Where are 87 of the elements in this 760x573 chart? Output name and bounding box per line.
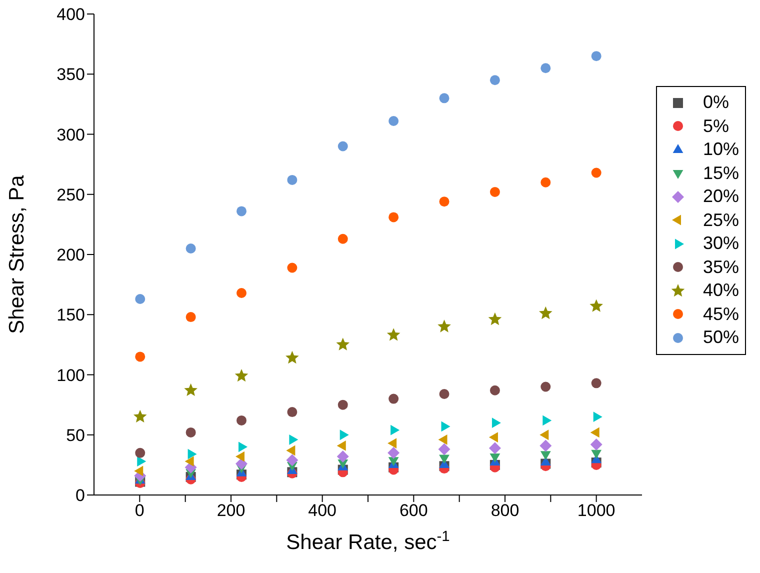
legend-label: 15% — [702, 162, 739, 184]
legend-label: 10% — [702, 139, 739, 160]
point — [438, 443, 450, 456]
point — [340, 430, 349, 440]
point — [439, 388, 450, 399]
point — [540, 456, 551, 466]
point — [236, 451, 245, 462]
legend-label: 50% — [702, 327, 739, 348]
point — [135, 294, 146, 304]
point — [286, 350, 299, 364]
point — [540, 177, 551, 188]
point — [591, 378, 602, 388]
y-tick-label: 300 — [56, 125, 85, 144]
point — [186, 312, 196, 322]
point — [540, 430, 549, 440]
point — [286, 454, 298, 466]
point — [488, 442, 501, 454]
point — [388, 438, 397, 448]
y-tick-label: 350 — [56, 65, 85, 84]
x-axis-title: Shear Rate, sec$^{-1}$ — [286, 529, 450, 554]
point — [338, 234, 348, 244]
point — [441, 421, 450, 432]
y-tick-label: 100 — [56, 366, 85, 385]
legend-label: 25% — [702, 210, 739, 231]
point — [540, 382, 551, 392]
point — [236, 288, 247, 298]
point — [591, 450, 602, 459]
legend-label: 30% — [702, 233, 739, 254]
point — [488, 312, 502, 326]
legend-label: 45% — [702, 304, 739, 325]
point — [236, 206, 247, 216]
y-tick-label: 250 — [56, 185, 85, 204]
x-tick-label: 800 — [490, 501, 520, 520]
point — [236, 415, 247, 426]
point — [287, 174, 298, 185]
legend-label: 20% — [702, 186, 739, 208]
point — [439, 196, 450, 207]
point — [490, 75, 500, 86]
point — [135, 352, 146, 362]
legend-label: 35% — [702, 256, 739, 278]
point — [538, 306, 552, 320]
point — [591, 51, 602, 62]
y-tick-label: 400 — [56, 5, 85, 24]
point — [388, 212, 399, 222]
x-tick-label: 0 — [134, 501, 144, 520]
point — [590, 299, 603, 312]
point — [388, 116, 399, 126]
x-tick-label: 200 — [216, 501, 246, 520]
point — [133, 410, 147, 422]
x-tick-label: 600 — [399, 501, 428, 520]
point — [336, 338, 350, 350]
point — [492, 418, 501, 428]
point — [590, 438, 602, 450]
point — [135, 448, 146, 458]
y-tick-label: 0 — [76, 486, 85, 506]
x-tick-label: 1000 — [577, 501, 616, 520]
point — [188, 448, 197, 460]
legend-label: 0% — [702, 92, 729, 114]
point — [386, 328, 400, 341]
point — [591, 168, 602, 178]
point — [490, 385, 500, 396]
point — [234, 368, 248, 382]
point — [287, 262, 298, 273]
point — [134, 466, 144, 476]
legend-label: 40% — [702, 280, 739, 302]
point — [184, 383, 198, 396]
point — [540, 440, 552, 452]
point — [336, 450, 349, 463]
point — [287, 407, 298, 418]
point — [338, 400, 348, 410]
point — [186, 427, 196, 438]
point — [388, 394, 399, 404]
point — [540, 63, 551, 74]
y-axis-title: Shear Stress, Pa — [5, 174, 28, 334]
legend-label: 5% — [702, 116, 729, 137]
point — [438, 320, 451, 332]
point — [338, 141, 348, 152]
point — [490, 186, 500, 197]
y-tick-label: 200 — [56, 246, 85, 265]
point — [286, 445, 296, 456]
point — [186, 243, 196, 254]
point — [593, 412, 602, 422]
x-tick-label: 400 — [308, 501, 337, 520]
y-tick-label: 150 — [56, 306, 85, 325]
point — [439, 93, 450, 104]
y-tick-label: 50 — [66, 426, 85, 445]
point — [388, 446, 400, 459]
